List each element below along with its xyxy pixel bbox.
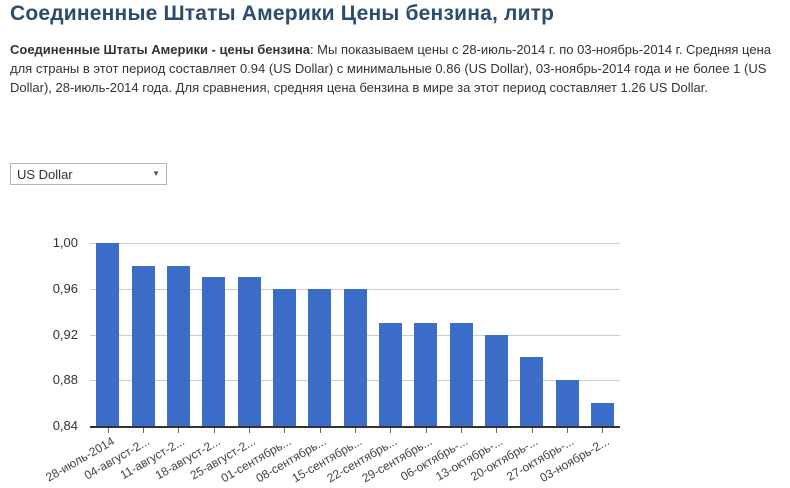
- x-axis-tick-mark: [107, 428, 109, 433]
- currency-select-value: US Dollar: [17, 166, 73, 182]
- description: Соединенные Штаты Америки - цены бензина…: [10, 40, 782, 97]
- bar[interactable]: [520, 357, 544, 426]
- page-title: Соединенные Штаты Америки Цены бензина, …: [10, 2, 555, 25]
- bar[interactable]: [202, 277, 226, 426]
- bar[interactable]: [272, 288, 296, 426]
- bar[interactable]: [343, 288, 367, 426]
- y-axis-tick-label: 0,88: [52, 372, 78, 388]
- y-axis-tick-label: 0,84: [52, 418, 78, 433]
- bar[interactable]: [131, 265, 155, 426]
- bar[interactable]: [96, 243, 120, 426]
- bar[interactable]: [555, 380, 579, 426]
- chevron-down-icon: ▼: [152, 169, 160, 178]
- bar[interactable]: [414, 323, 438, 426]
- y-axis-tick-label: 1,00: [52, 235, 78, 250]
- bar[interactable]: [378, 323, 402, 426]
- bar[interactable]: [449, 323, 473, 426]
- bar[interactable]: [237, 277, 261, 426]
- y-axis-tick-label: 0,96: [52, 280, 78, 296]
- x-axis-tick-mark: [461, 428, 462, 433]
- x-axis-tick-mark: [567, 428, 568, 433]
- x-axis-tick-mark: [284, 428, 286, 433]
- x-axis-tick-mark: [496, 428, 498, 433]
- bar[interactable]: [308, 288, 332, 426]
- x-axis-tick-mark: [249, 428, 250, 433]
- x-axis-tick-mark: [178, 428, 180, 433]
- currency-select[interactable]: US Dollar ▼: [10, 163, 167, 185]
- bar[interactable]: [590, 403, 614, 426]
- gridline: [90, 243, 620, 244]
- x-axis-tick-mark: [213, 428, 215, 433]
- description-lead: Соединенные Штаты Америки - цены бензина: [10, 42, 310, 57]
- x-axis-tick-mark: [390, 428, 392, 433]
- bar[interactable]: [484, 334, 508, 426]
- x-axis-tick-mark: [143, 428, 144, 433]
- gasoline-price-bar-chart: 1,00 0,96 0,92 0,88 0,84 28-июль-2014 04-авгус…: [0, 230, 790, 488]
- x-axis-tick-mark: [531, 428, 533, 433]
- x-axis-tick-mark: [355, 428, 356, 433]
- x-axis-baseline: [90, 426, 620, 428]
- x-axis-tick-mark: [425, 428, 427, 433]
- x-axis-tick-mark: [319, 428, 321, 433]
- y-axis-tick-label: 0,92: [52, 326, 78, 342]
- bar[interactable]: [166, 265, 190, 426]
- description-body: : Мы показываем цены с 28-июль-2014 г. п…: [10, 42, 771, 95]
- x-axis-tick-mark: [602, 428, 604, 433]
